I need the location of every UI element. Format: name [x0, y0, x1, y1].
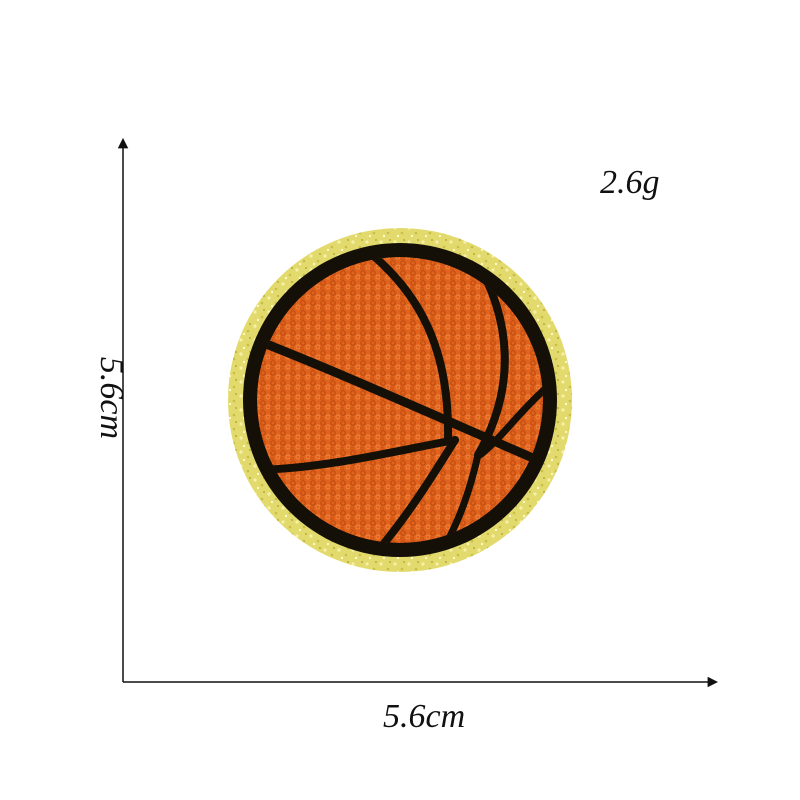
basketball-patch-icon [228, 228, 572, 572]
width-label: 5.6cm [383, 698, 466, 735]
weight-label: 2.6g [600, 164, 660, 201]
height-label: 5.6cm [93, 356, 131, 440]
